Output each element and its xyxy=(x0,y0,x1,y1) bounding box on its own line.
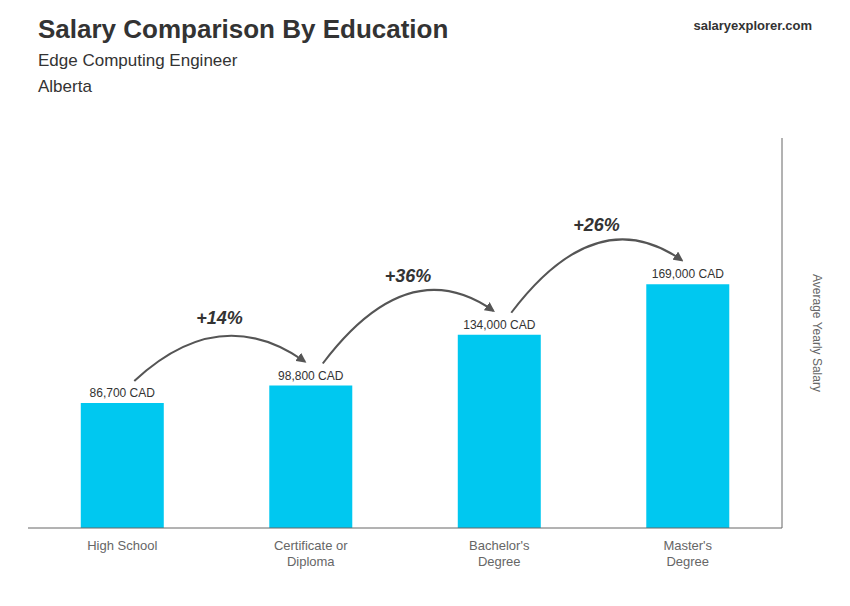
svg-text:86,700 CAD: 86,700 CAD xyxy=(90,386,156,400)
svg-text:Bachelor'sDegree: Bachelor'sDegree xyxy=(469,538,530,569)
html-text:Salary Comparison By Education: Salary Comparison By Education xyxy=(38,14,449,44)
svg-text:169,000 CAD: 169,000 CAD xyxy=(652,267,724,281)
svg-text:Certificate orDiploma: Certificate orDiploma xyxy=(274,538,348,569)
svg-text:+36%: +36% xyxy=(385,266,432,286)
svg-text:+14%: +14% xyxy=(196,308,243,328)
html-text:Alberta: Alberta xyxy=(38,77,92,96)
svg-text:98,800 CAD: 98,800 CAD xyxy=(278,369,344,383)
html-text:Edge Computing Engineer: Edge Computing Engineer xyxy=(38,51,238,70)
svg-text:+26%: +26% xyxy=(573,215,620,235)
svg-text:Master'sDegree: Master'sDegree xyxy=(663,538,712,569)
svg-text:134,000 CAD: 134,000 CAD xyxy=(463,318,535,332)
svg-text:Average Yearly Salary: Average Yearly Salary xyxy=(810,274,824,392)
html-text:salaryexplorer.com: salaryexplorer.com xyxy=(693,18,812,33)
svg-text:High School: High School xyxy=(87,538,157,553)
